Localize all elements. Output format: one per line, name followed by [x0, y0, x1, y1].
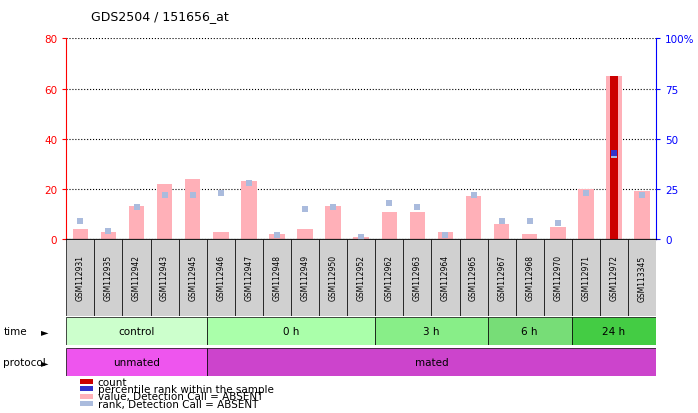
- Bar: [376, 317, 488, 345]
- Bar: [207, 240, 235, 316]
- Bar: [600, 240, 628, 316]
- Bar: [207, 348, 656, 376]
- Bar: [122, 240, 151, 316]
- Bar: [438, 232, 453, 240]
- Text: GSM112970: GSM112970: [554, 255, 563, 301]
- Bar: [494, 225, 510, 240]
- Bar: [572, 240, 600, 316]
- Bar: [291, 240, 319, 316]
- Text: control: control: [119, 326, 155, 336]
- Text: GSM112965: GSM112965: [469, 255, 478, 301]
- Text: GSM112947: GSM112947: [244, 255, 253, 301]
- Text: rank, Detection Call = ABSENT: rank, Detection Call = ABSENT: [98, 399, 258, 409]
- Bar: [319, 240, 347, 316]
- Text: protocol: protocol: [3, 357, 46, 367]
- Bar: [607, 77, 622, 240]
- Bar: [544, 240, 572, 316]
- Text: GSM112952: GSM112952: [357, 255, 366, 301]
- Text: GDS2504 / 151656_at: GDS2504 / 151656_at: [91, 10, 228, 23]
- Bar: [610, 77, 618, 240]
- Bar: [353, 237, 369, 240]
- Text: GSM112942: GSM112942: [132, 255, 141, 301]
- Bar: [73, 230, 88, 240]
- Bar: [634, 192, 650, 240]
- Text: percentile rank within the sample: percentile rank within the sample: [98, 384, 274, 394]
- Bar: [488, 240, 516, 316]
- Text: GSM112945: GSM112945: [188, 255, 198, 301]
- Bar: [572, 317, 656, 345]
- Text: GSM112964: GSM112964: [441, 255, 450, 301]
- Bar: [488, 317, 572, 345]
- Bar: [459, 240, 488, 316]
- Text: count: count: [98, 377, 127, 387]
- Bar: [382, 212, 397, 240]
- Bar: [66, 348, 207, 376]
- Text: value, Detection Call = ABSENT: value, Detection Call = ABSENT: [98, 392, 263, 401]
- Bar: [213, 232, 228, 240]
- Bar: [376, 240, 403, 316]
- Bar: [516, 240, 544, 316]
- Text: ►: ►: [40, 357, 48, 367]
- Bar: [151, 240, 179, 316]
- Bar: [466, 197, 482, 240]
- Bar: [179, 240, 207, 316]
- Text: GSM112963: GSM112963: [413, 255, 422, 301]
- Bar: [431, 240, 459, 316]
- Text: 24 h: 24 h: [602, 326, 625, 336]
- Text: GSM112948: GSM112948: [272, 255, 281, 301]
- Bar: [410, 212, 425, 240]
- Bar: [325, 207, 341, 240]
- Bar: [297, 230, 313, 240]
- Text: GSM112968: GSM112968: [525, 255, 534, 301]
- Bar: [522, 235, 537, 240]
- Text: GSM112971: GSM112971: [581, 255, 591, 301]
- Text: GSM112943: GSM112943: [160, 255, 169, 301]
- Text: unmated: unmated: [113, 357, 160, 367]
- Text: GSM112949: GSM112949: [301, 255, 309, 301]
- Bar: [129, 207, 144, 240]
- Bar: [263, 240, 291, 316]
- Bar: [185, 179, 200, 240]
- Bar: [66, 240, 94, 316]
- Bar: [578, 190, 593, 240]
- Text: 3 h: 3 h: [423, 326, 440, 336]
- Text: GSM112962: GSM112962: [385, 255, 394, 301]
- Text: GSM112935: GSM112935: [104, 255, 113, 301]
- Text: 0 h: 0 h: [283, 326, 299, 336]
- Bar: [241, 182, 257, 240]
- Bar: [628, 240, 656, 316]
- Text: GSM113345: GSM113345: [637, 255, 646, 301]
- Bar: [269, 235, 285, 240]
- Bar: [101, 232, 116, 240]
- Text: GSM112946: GSM112946: [216, 255, 225, 301]
- Bar: [207, 317, 376, 345]
- Text: ►: ►: [40, 326, 48, 336]
- Bar: [157, 185, 172, 240]
- Text: time: time: [3, 326, 27, 336]
- Bar: [235, 240, 263, 316]
- Text: GSM112967: GSM112967: [497, 255, 506, 301]
- Text: GSM112950: GSM112950: [329, 255, 338, 301]
- Bar: [403, 240, 431, 316]
- Text: GSM112972: GSM112972: [609, 255, 618, 301]
- Text: 6 h: 6 h: [521, 326, 538, 336]
- Text: mated: mated: [415, 357, 448, 367]
- Text: GSM112931: GSM112931: [76, 255, 85, 301]
- Bar: [94, 240, 122, 316]
- Bar: [347, 240, 376, 316]
- Bar: [550, 227, 565, 240]
- Bar: [66, 317, 207, 345]
